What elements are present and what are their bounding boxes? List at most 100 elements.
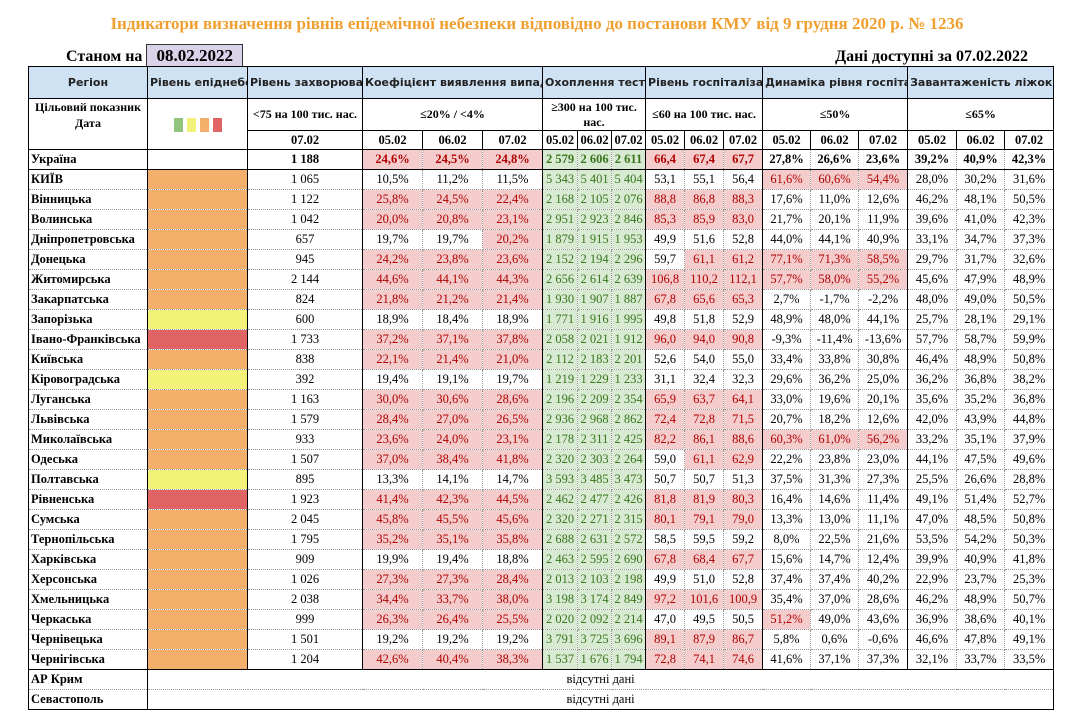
beds-value: 50,8% [1004,349,1055,370]
beds-value: 33,5% [1004,649,1055,670]
coef-value: 10,5% [362,169,423,190]
hosp-value: 47,0 [645,609,686,630]
no-data-row: Севастополь відсутні дані [28,689,1055,710]
dyn-value: 49,0% [810,609,860,630]
date-beds-1: 06.02 [956,130,1006,150]
target-incidence: <75 на 100 тис. нас. [247,98,363,131]
hosp-value: 72,8 [684,409,725,430]
dyn-value: 13,0% [810,509,860,530]
region-name: Харківська [28,549,148,570]
no-data-text: відсутні дані [146,689,1055,710]
epidemic-level-cell [147,289,248,310]
testing-value: 2 214 [610,609,647,630]
as-of-label: Станом на [66,48,143,65]
table-row: Полтавська 895 13,3% 14,1% 14,7% 3 593 3 485 3 … [28,469,1055,490]
ukraine-row: Україна 1 188 24,6% 24,5% 24,8% 2 579 2 606 2 6… [28,149,1055,170]
testing-value: 2 846 [610,209,647,230]
hosp-value: 67,4 [684,149,725,170]
testing-value: 2 462 [542,489,578,510]
testing-value: 2 198 [610,569,647,590]
epidemic-level-cell [147,549,248,570]
hosp-value: 79,1 [684,509,725,530]
beds-value: 43,9% [956,409,1006,430]
region-name: Херсонська [28,569,148,590]
dyn-value: 40,9% [858,229,909,250]
coef-value: 42,6% [362,649,423,670]
beds-value: 49,6% [1004,449,1055,470]
coef-value: 21,4% [422,349,483,370]
testing-value: 2 020 [542,609,578,630]
coef-value: 44,6% [362,269,423,290]
available-date: 07.02.2022 [956,48,1028,65]
beds-value: 29,7% [907,249,958,270]
hosp-value: 87,9 [684,629,725,650]
date-coef-0: 05.02 [362,130,423,150]
beds-value: 50,8% [1004,509,1055,530]
beds-value: 38,2% [1004,369,1055,390]
beds-value: 48,0% [907,289,958,310]
region-name: Кіровоградська [28,369,148,390]
dyn-value: 12,4% [858,549,909,570]
hosp-value: 65,6 [684,289,725,310]
hosp-value: 52,8 [723,569,764,590]
testing-value: 1 771 [542,309,578,330]
testing-value: 1 995 [610,309,647,330]
dyn-value: 23,6% [858,149,909,170]
coef-value: 20,2% [482,229,543,250]
testing-value: 2 579 [542,149,578,170]
dyn-value: 12,6% [858,409,909,430]
hosp-value: 86,1 [684,429,725,450]
dyn-value: 29,6% [762,369,812,390]
beds-value: 47,5% [956,449,1006,470]
dyn-value: 37,4% [810,569,860,590]
hosp-value: 100,9 [723,589,764,610]
beds-value: 31,6% [1004,169,1055,190]
header-testing: Охоплення тестуванням [541,66,647,99]
table-row: Київська 838 22,1% 21,4% 21,0% 2 112 2 183 2 20… [28,349,1055,370]
coef-value: 24,6% [362,149,423,170]
coef-value: 28,6% [482,389,543,410]
coef-value: 20,0% [362,209,423,230]
beds-value: 29,1% [1004,309,1055,330]
hosp-value: 64,1 [723,389,764,410]
testing-value: 2 013 [542,569,578,590]
date-hosp-1: 06.02 [684,130,725,150]
hosp-value: 82,2 [645,429,686,450]
coef-value: 26,5% [482,409,543,430]
region-name: Волинська [28,209,148,230]
testing-value: 2 923 [577,209,612,230]
coef-value: 40,4% [422,649,483,670]
indicators-table: Регіон Рівень епіднебезпеки Рівень захво… [28,66,1055,710]
hosp-value: 81,8 [645,489,686,510]
coef-value: 23,1% [482,429,543,450]
dyn-value: 23,8% [810,449,860,470]
coef-value: 20,8% [422,209,483,230]
coef-value: 42,3% [422,489,483,510]
coef-value: 18,4% [422,309,483,330]
hosp-value: 96,0 [645,329,686,350]
header-level: Рівень епіднебезпеки [147,66,248,99]
hosp-value: 59,2 [723,529,764,550]
coef-value: 18,8% [482,549,543,570]
incidence-value: 838 [247,349,363,370]
incidence-value: 1 042 [247,209,363,230]
coef-value: 23,6% [482,249,543,270]
testing-value: 5 401 [577,169,612,190]
dyn-value: 37,5% [762,469,812,490]
hosp-value: 63,7 [684,389,725,410]
coef-value: 24,5% [422,189,483,210]
dyn-value: 37,0% [810,589,860,610]
beds-value: 51,4% [956,489,1006,510]
testing-value: 3 198 [542,589,578,610]
coef-value: 44,5% [482,489,543,510]
incidence-value: 1 733 [247,329,363,350]
dyn-value: 17,6% [762,189,812,210]
incidence-value: 945 [247,249,363,270]
hosp-value: 32,4 [684,369,725,390]
beds-value: 44,8% [1004,409,1055,430]
beds-value: 49,1% [1004,629,1055,650]
dyn-value: 21,6% [858,529,909,550]
hosp-value: 65,3 [723,289,764,310]
dyn-value: 23,0% [858,449,909,470]
coef-value: 19,7% [422,229,483,250]
